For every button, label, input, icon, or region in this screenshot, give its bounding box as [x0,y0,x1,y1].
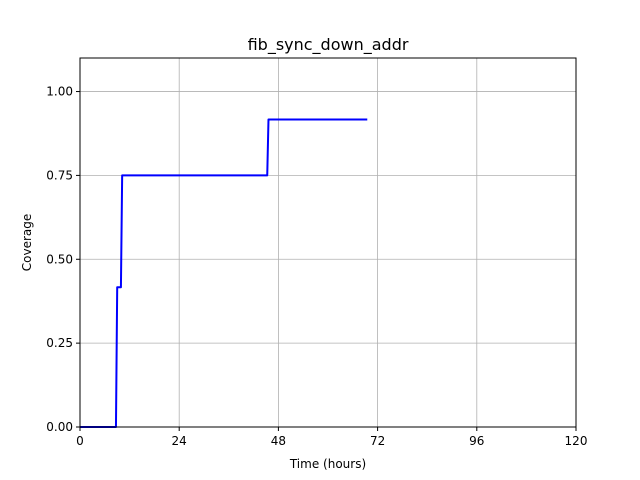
y-tick-label: 0.75 [46,168,73,182]
x-tick-label: 24 [172,434,187,448]
chart-title: fib_sync_down_addr [248,35,409,55]
x-tick-label: 120 [565,434,588,448]
y-tick-label: 0.50 [46,252,73,266]
plot-frame [79,57,577,428]
y-tick-label: 1.00 [46,85,73,99]
x-tick-label: 96 [469,434,484,448]
x-tick-label: 72 [370,434,385,448]
x-tick-label: 48 [271,434,286,448]
series-line [80,118,368,428]
x-tick-label: 0 [76,434,84,448]
grid-lines [79,58,577,428]
y-tick-label: 0.00 [46,420,73,434]
x-axis-label: Time (hours) [289,457,366,471]
y-tick-label: 0.25 [46,336,73,350]
y-axis-label: Coverage [20,214,34,272]
series-layer [80,118,368,428]
axis-ticks: 0 24 48 72 96 120 0.00 0.25 0.50 0.75 1.00 [46,85,587,448]
